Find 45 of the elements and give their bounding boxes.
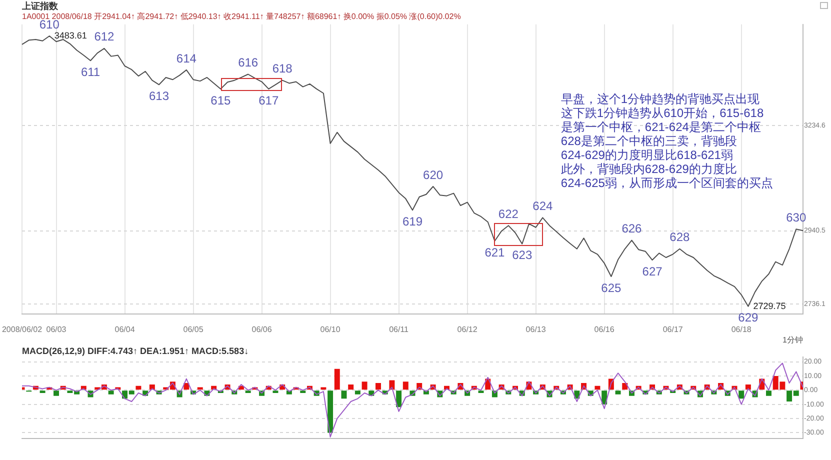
annotation: 624-629的力度明显比618-621弱 xyxy=(560,148,733,162)
annotation: 614 xyxy=(176,51,197,66)
x-tick-label: 2008/06/02 xyxy=(2,324,43,334)
annotation: 630 xyxy=(786,210,806,224)
annotation: 628是第二个中枢的三卖，背驰段 xyxy=(560,134,737,148)
annotation: 621 xyxy=(484,245,506,260)
annotation: 613 xyxy=(149,88,170,103)
annotation: 616 xyxy=(238,56,258,70)
annotation: 625 xyxy=(601,280,622,295)
annotation: 628 xyxy=(670,230,690,244)
x-axis-title: 1分钟 xyxy=(782,335,803,344)
x-tick-label: 06/17 xyxy=(662,324,684,334)
x-tick-label: 06/04 xyxy=(114,324,136,334)
annotation: 629 xyxy=(738,310,759,325)
annotation: 是第一个中枢，621-624是第二个中枢 xyxy=(560,120,761,134)
annotation: 617 xyxy=(258,93,279,108)
x-tick-label: 06/05 xyxy=(183,324,204,334)
annotation: 626 xyxy=(622,222,642,236)
chart-subtitle: 1A0001 2008/06/18 开2941.04↑ 高2941.72↑ 低2940.13↑ 收2941.11↑ 量748257↑ 额68961↑ 换0.00% 振0.05% 涨(0.60)0.02% xyxy=(22,12,461,21)
annotation: 早盘，这个1分钟趋势的背驰买点出现 xyxy=(560,92,760,106)
x-tick-label: 06/10 xyxy=(320,324,341,334)
x-tick-label: 06/03 xyxy=(46,324,67,334)
annotation: 620 xyxy=(423,168,444,182)
annotation: 此外，背驰段内628-629的力度比 xyxy=(560,162,737,176)
annotation: 615 xyxy=(210,93,232,108)
x-tick-label: 06/11 xyxy=(389,324,410,334)
annotation: 622 xyxy=(498,206,519,221)
x-tick-label: 06/13 xyxy=(526,324,546,334)
annotation: 624 xyxy=(532,199,553,214)
annotation: 618 xyxy=(272,62,293,76)
x-tick-label: 06/06 xyxy=(252,324,272,334)
x-tick-label: 06/16 xyxy=(594,324,615,334)
x-tick-label: 06/12 xyxy=(457,324,478,334)
chart-title: 上证指数 xyxy=(21,0,59,11)
annotation: 627 xyxy=(642,264,663,278)
data-label: 2729.75 xyxy=(753,300,786,311)
chart-title: MACD(26,12,9) DIFF:4.743↑ DEA:1.951↑ MACD:5.583↓ xyxy=(22,346,249,356)
x-tick-label: 06/18 xyxy=(731,324,752,334)
annotation: 611 xyxy=(80,64,100,79)
annotation: 619 xyxy=(402,214,423,228)
annotation: 624-625弱，从而形成一个区间套的买点 xyxy=(560,176,773,190)
annotation: 612 xyxy=(94,30,115,44)
annotation: 这下跌1分钟趋势从610开始，615-618 xyxy=(560,106,764,120)
data-label: 3483.61 xyxy=(54,30,87,40)
annotation: 623 xyxy=(512,248,532,262)
